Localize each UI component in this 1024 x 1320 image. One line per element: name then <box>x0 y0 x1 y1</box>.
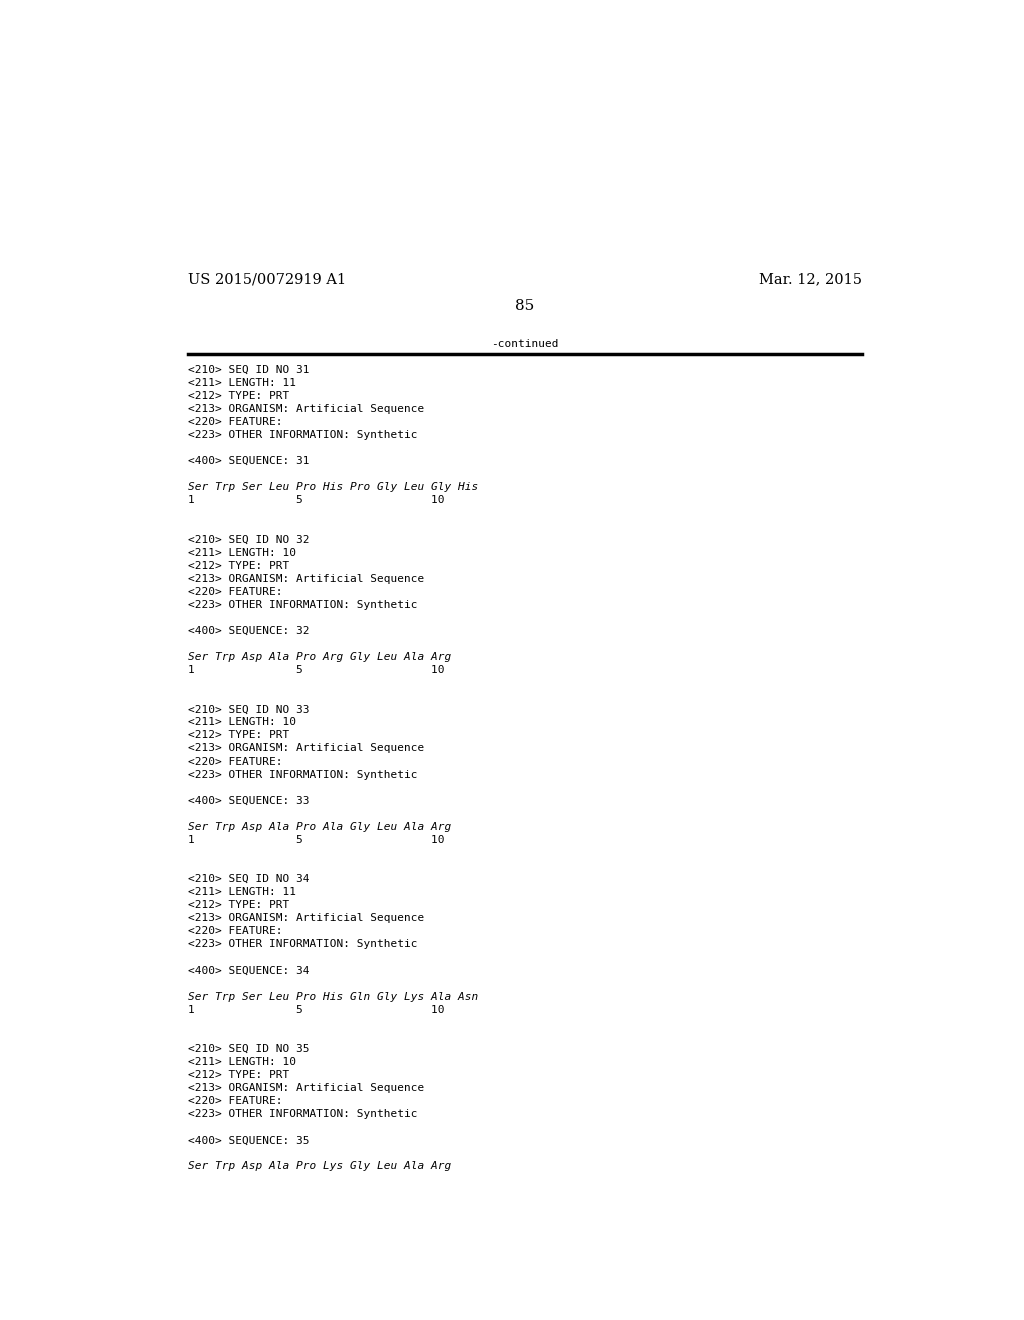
Text: 1               5                   10: 1 5 10 <box>187 1005 444 1015</box>
Text: <223> OTHER INFORMATION: Synthetic: <223> OTHER INFORMATION: Synthetic <box>187 770 417 780</box>
Text: Ser Trp Ser Leu Pro His Pro Gly Leu Gly His: Ser Trp Ser Leu Pro His Pro Gly Leu Gly … <box>187 482 478 492</box>
Text: <220> FEATURE:: <220> FEATURE: <box>187 1096 282 1106</box>
Text: 1               5                   10: 1 5 10 <box>187 836 444 845</box>
Text: Ser Trp Asp Ala Pro Ala Gly Leu Ala Arg: Ser Trp Asp Ala Pro Ala Gly Leu Ala Arg <box>187 822 451 832</box>
Text: <212> TYPE: PRT: <212> TYPE: PRT <box>187 1071 289 1080</box>
Text: <213> ORGANISM: Artificial Sequence: <213> ORGANISM: Artificial Sequence <box>187 404 424 414</box>
Text: <223> OTHER INFORMATION: Synthetic: <223> OTHER INFORMATION: Synthetic <box>187 1109 417 1119</box>
Text: <211> LENGTH: 10: <211> LENGTH: 10 <box>187 548 296 557</box>
Text: <211> LENGTH: 10: <211> LENGTH: 10 <box>187 1057 296 1067</box>
Text: <211> LENGTH: 10: <211> LENGTH: 10 <box>187 717 296 727</box>
Text: <223> OTHER INFORMATION: Synthetic: <223> OTHER INFORMATION: Synthetic <box>187 430 417 440</box>
Text: <210> SEQ ID NO 31: <210> SEQ ID NO 31 <box>187 364 309 375</box>
Text: <211> LENGTH: 11: <211> LENGTH: 11 <box>187 378 296 388</box>
Text: <223> OTHER INFORMATION: Synthetic: <223> OTHER INFORMATION: Synthetic <box>187 940 417 949</box>
Text: <210> SEQ ID NO 33: <210> SEQ ID NO 33 <box>187 705 309 714</box>
Text: <223> OTHER INFORMATION: Synthetic: <223> OTHER INFORMATION: Synthetic <box>187 599 417 610</box>
Text: 1               5                   10: 1 5 10 <box>187 495 444 506</box>
Text: <212> TYPE: PRT: <212> TYPE: PRT <box>187 391 289 401</box>
Text: Ser Trp Asp Ala Pro Arg Gly Leu Ala Arg: Ser Trp Asp Ala Pro Arg Gly Leu Ala Arg <box>187 652 451 663</box>
Text: Ser Trp Asp Ala Pro Lys Gly Leu Ala Arg: Ser Trp Asp Ala Pro Lys Gly Leu Ala Arg <box>187 1162 451 1171</box>
Text: Ser Trp Ser Leu Pro His Gln Gly Lys Ala Asn: Ser Trp Ser Leu Pro His Gln Gly Lys Ala … <box>187 991 478 1002</box>
Text: <400> SEQUENCE: 35: <400> SEQUENCE: 35 <box>187 1135 309 1146</box>
Text: -continued: -continued <box>492 339 558 350</box>
Text: <400> SEQUENCE: 31: <400> SEQUENCE: 31 <box>187 457 309 466</box>
Text: <220> FEATURE:: <220> FEATURE: <box>187 756 282 767</box>
Text: <220> FEATURE:: <220> FEATURE: <box>187 417 282 426</box>
Text: <220> FEATURE:: <220> FEATURE: <box>187 587 282 597</box>
Text: 85: 85 <box>515 298 535 313</box>
Text: Mar. 12, 2015: Mar. 12, 2015 <box>759 272 862 286</box>
Text: <212> TYPE: PRT: <212> TYPE: PRT <box>187 561 289 570</box>
Text: <212> TYPE: PRT: <212> TYPE: PRT <box>187 900 289 911</box>
Text: <400> SEQUENCE: 34: <400> SEQUENCE: 34 <box>187 965 309 975</box>
Text: <220> FEATURE:: <220> FEATURE: <box>187 927 282 936</box>
Text: <213> ORGANISM: Artificial Sequence: <213> ORGANISM: Artificial Sequence <box>187 574 424 583</box>
Text: <213> ORGANISM: Artificial Sequence: <213> ORGANISM: Artificial Sequence <box>187 913 424 923</box>
Text: US 2015/0072919 A1: US 2015/0072919 A1 <box>187 272 346 286</box>
Text: <210> SEQ ID NO 34: <210> SEQ ID NO 34 <box>187 874 309 884</box>
Text: <400> SEQUENCE: 33: <400> SEQUENCE: 33 <box>187 796 309 805</box>
Text: <210> SEQ ID NO 32: <210> SEQ ID NO 32 <box>187 535 309 545</box>
Text: <212> TYPE: PRT: <212> TYPE: PRT <box>187 730 289 741</box>
Text: 1               5                   10: 1 5 10 <box>187 665 444 675</box>
Text: <400> SEQUENCE: 32: <400> SEQUENCE: 32 <box>187 626 309 636</box>
Text: <213> ORGANISM: Artificial Sequence: <213> ORGANISM: Artificial Sequence <box>187 1084 424 1093</box>
Text: <211> LENGTH: 11: <211> LENGTH: 11 <box>187 887 296 898</box>
Text: <210> SEQ ID NO 35: <210> SEQ ID NO 35 <box>187 1044 309 1053</box>
Text: <213> ORGANISM: Artificial Sequence: <213> ORGANISM: Artificial Sequence <box>187 743 424 754</box>
